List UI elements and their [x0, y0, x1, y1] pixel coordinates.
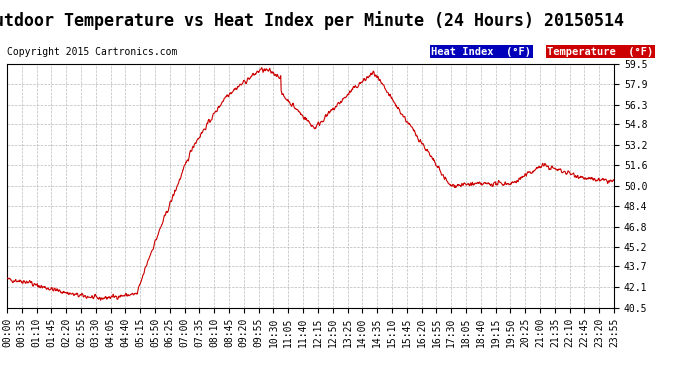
Text: Outdoor Temperature vs Heat Index per Minute (24 Hours) 20150514: Outdoor Temperature vs Heat Index per Mi…: [0, 11, 624, 30]
Text: Copyright 2015 Cartronics.com: Copyright 2015 Cartronics.com: [7, 47, 177, 57]
Text: Heat Index  (°F): Heat Index (°F): [431, 47, 531, 57]
Text: Temperature  (°F): Temperature (°F): [547, 47, 653, 57]
